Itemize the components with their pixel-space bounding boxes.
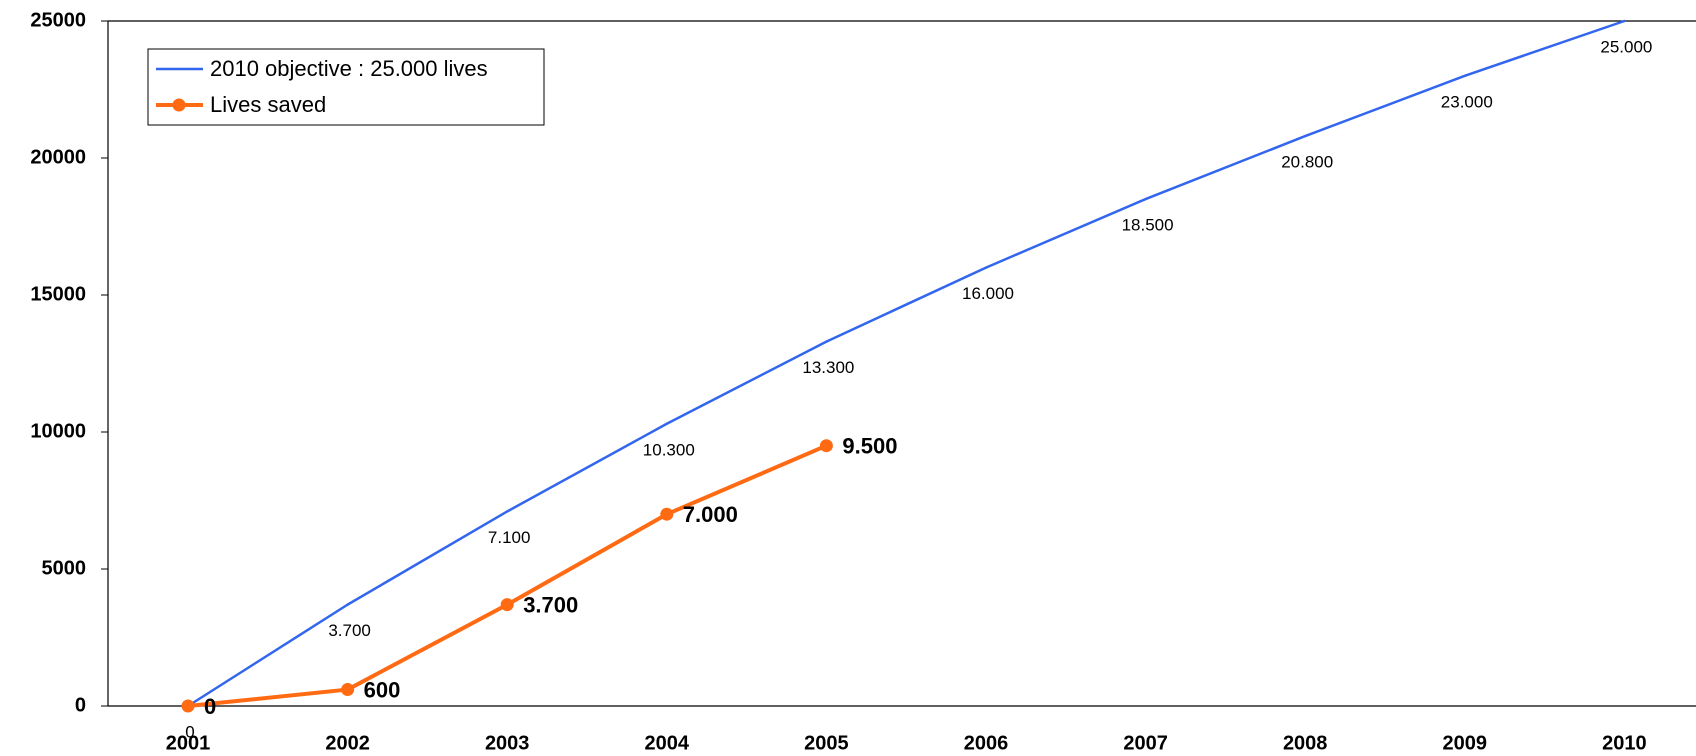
- data-point: [825, 340, 828, 343]
- legend-label: 2010 objective : 25.000 lives: [210, 56, 488, 81]
- data-label: 0: [204, 694, 216, 719]
- data-point: [660, 507, 674, 521]
- data-point: [1463, 74, 1467, 78]
- legend-label: Lives saved: [210, 92, 326, 117]
- data-label: 25.000: [1600, 37, 1652, 56]
- y-tick-label: 0: [75, 694, 86, 716]
- data-label: 20.800: [1281, 153, 1333, 172]
- data-point: [500, 598, 514, 612]
- data-label: 7.100: [488, 528, 531, 547]
- data-point: [346, 603, 349, 606]
- x-tick-label: 2003: [485, 732, 530, 754]
- x-tick-label: 2009: [1443, 732, 1488, 754]
- y-tick-label: 25000: [30, 9, 86, 31]
- x-tick-label: 2010: [1602, 732, 1647, 754]
- data-label: 600: [364, 677, 401, 702]
- data-point: [1623, 19, 1626, 23]
- x-tick-label: 2007: [1123, 732, 1168, 754]
- data-point: [665, 422, 668, 425]
- y-tick-label: 10000: [30, 420, 86, 442]
- y-tick-label: 5000: [42, 557, 87, 579]
- data-point: [181, 699, 195, 713]
- data-point: [819, 439, 833, 453]
- y-tick-label: 20000: [30, 146, 86, 168]
- data-point: [984, 266, 988, 269]
- data-point: [1144, 197, 1147, 201]
- legend-box: [147, 48, 545, 126]
- data-label: 3.700: [523, 592, 578, 617]
- data-label: 23.000: [1441, 92, 1493, 111]
- data-label: 9.500: [842, 434, 897, 459]
- data-point: [341, 683, 355, 697]
- data-label: 13.300: [802, 358, 854, 377]
- data-label: 10.300: [643, 440, 695, 459]
- series-line: [187, 443, 828, 708]
- data-point: [1304, 134, 1307, 138]
- x-tick-label: 2002: [325, 732, 370, 754]
- y-tick-label: 15000: [30, 283, 86, 305]
- data-point: [506, 510, 509, 513]
- data-label: 16.000: [962, 284, 1014, 303]
- x-tick-label: 2008: [1283, 732, 1328, 754]
- x-tick-label: 2006: [964, 732, 1009, 754]
- data-label: 0: [185, 722, 194, 741]
- series-line: [187, 19, 1625, 708]
- data-label: 3.700: [328, 621, 371, 640]
- data-label: 18.500: [1122, 216, 1174, 235]
- data-label: 7.000: [683, 502, 738, 527]
- legend-marker: [172, 98, 186, 112]
- x-tick-label: 2001: [166, 732, 211, 754]
- x-tick-label: 2005: [804, 732, 849, 754]
- x-tick-label: 2004: [645, 732, 690, 754]
